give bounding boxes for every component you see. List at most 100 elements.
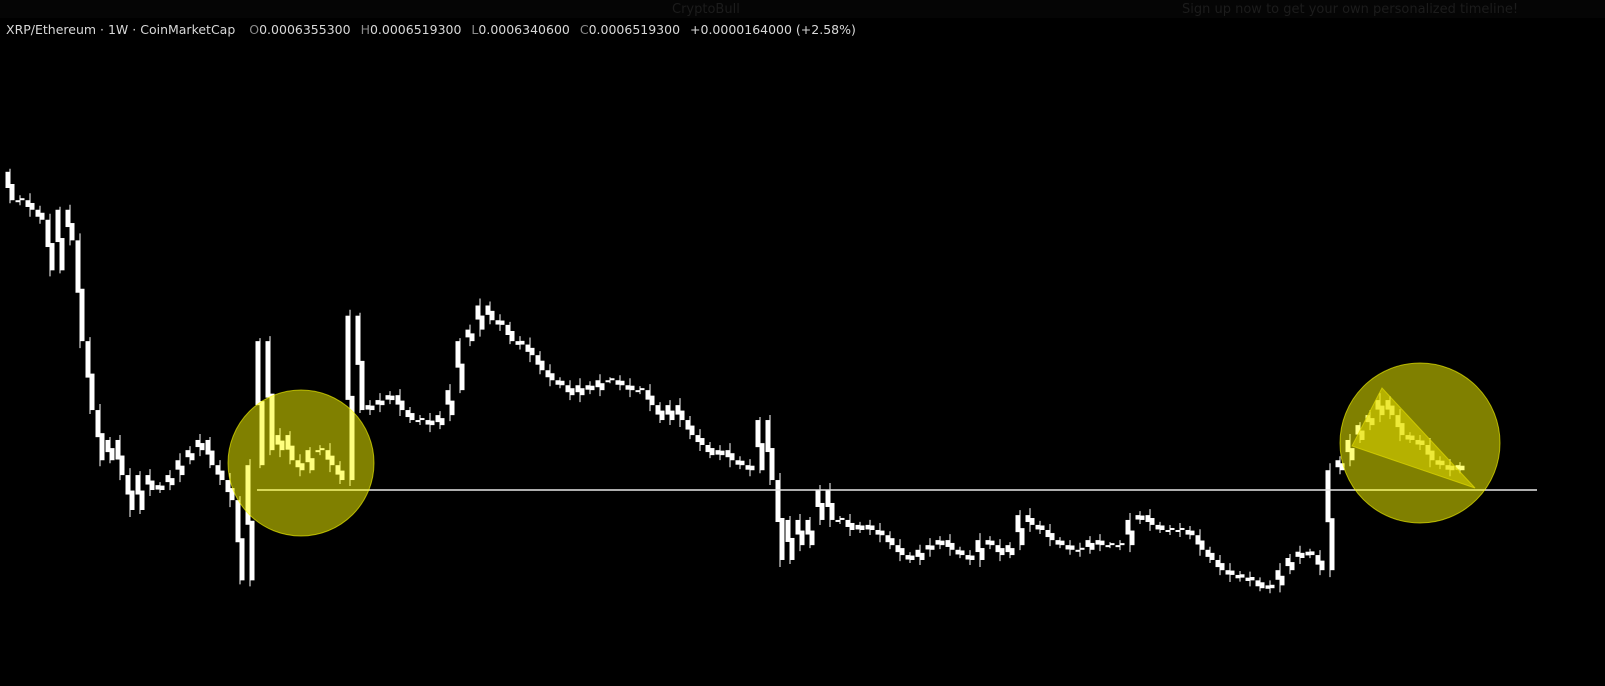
candle-body — [790, 537, 795, 560]
candle-body — [430, 420, 435, 426]
symbol-title[interactable]: XRP/Ethereum · 1W · CoinMarketCap — [6, 22, 236, 37]
candle-body — [995, 545, 1000, 553]
candle-body — [1060, 540, 1065, 546]
candle-body — [1200, 540, 1205, 550]
candle-body — [370, 405, 375, 411]
candle-body — [925, 545, 930, 550]
candle-body — [1140, 515, 1145, 520]
candle-body — [415, 420, 420, 423]
candle-body — [405, 410, 410, 418]
candle-body — [105, 439, 110, 453]
candle-body — [40, 212, 45, 220]
candle-body — [1160, 525, 1165, 530]
candle-body — [365, 405, 370, 410]
candle-body — [130, 490, 135, 510]
candle-body — [655, 405, 660, 415]
open-value: 0.0006355300 — [259, 22, 351, 37]
candle-body — [570, 388, 575, 396]
candle-body — [1090, 542, 1095, 550]
candle-body — [625, 385, 630, 390]
candle-body — [540, 360, 545, 371]
candle-body — [600, 383, 605, 391]
candle-body — [545, 370, 550, 378]
candle-body — [120, 455, 125, 476]
low-value: 0.0006340600 — [478, 22, 570, 37]
candle-body — [15, 200, 20, 203]
candle-body — [515, 341, 520, 345]
candle-body — [5, 171, 10, 189]
candle-body — [1040, 525, 1045, 530]
candle-body — [535, 355, 540, 365]
candle-body — [855, 524, 860, 530]
highlight-circle-left — [227, 389, 375, 537]
candle-body — [595, 380, 600, 388]
candle-body — [180, 465, 185, 476]
open-key: O — [249, 22, 260, 37]
candle-body — [670, 410, 675, 421]
candle-body — [445, 390, 450, 405]
candle-body — [770, 448, 775, 481]
candle-body — [1110, 543, 1115, 546]
candle-body — [1130, 530, 1135, 546]
candle-body — [155, 485, 160, 490]
candle-body — [205, 439, 210, 455]
candle-body — [1080, 547, 1085, 550]
candles-group — [5, 168, 1465, 594]
candle-body — [1135, 515, 1140, 520]
candle-body — [865, 524, 870, 530]
candle-body — [825, 490, 830, 507]
candle-body — [1155, 524, 1160, 530]
candle-body — [920, 552, 925, 560]
candle-body — [215, 465, 220, 475]
candle-body — [485, 305, 490, 315]
candle-body — [375, 400, 380, 405]
candle-body — [565, 385, 570, 393]
candle-body — [935, 540, 940, 545]
author-name[interactable]: CryptoBull — [672, 2, 740, 17]
candle-body — [525, 344, 530, 352]
candle-body — [1120, 543, 1125, 546]
candle-body — [1285, 558, 1290, 567]
candle-body — [115, 439, 120, 460]
candle-body — [780, 518, 785, 560]
candle-body — [965, 555, 970, 560]
chart-legend: XRP/Ethereum · 1W · CoinMarketCap O0.000… — [6, 22, 862, 37]
candle-body — [1035, 524, 1040, 530]
candle-body — [1065, 545, 1070, 550]
candle-body — [750, 465, 755, 471]
candle-body — [645, 390, 650, 400]
candle-body — [760, 443, 765, 471]
candle-body — [465, 329, 470, 338]
candle-body — [25, 200, 30, 207]
candle-body — [1070, 545, 1075, 550]
candle-body — [1105, 545, 1110, 548]
candle-body — [730, 453, 735, 461]
candle-body — [530, 347, 535, 356]
candle-body — [440, 418, 445, 426]
candle-body — [1145, 515, 1150, 523]
candle-body — [345, 315, 350, 400]
candle-body — [50, 243, 55, 271]
candle-body — [695, 435, 700, 443]
candle-body — [745, 465, 750, 470]
candle-body — [620, 380, 625, 386]
candle-body — [860, 525, 865, 530]
candle-body — [870, 525, 875, 530]
candle-body — [560, 380, 565, 386]
candle-body — [360, 360, 365, 411]
candle-body — [1265, 585, 1270, 589]
candle-body — [455, 341, 460, 368]
candle-body — [890, 538, 895, 546]
candle-body — [985, 540, 990, 545]
signup-prompt[interactable]: Sign up now to get your own personalized… — [1182, 2, 1519, 17]
candle-body — [845, 519, 850, 527]
candle-body — [550, 373, 555, 381]
change-value: +0.0000164000 (+2.58%) — [690, 22, 856, 37]
candle-body — [1215, 559, 1220, 568]
candle-body — [1020, 528, 1025, 546]
candle-body — [230, 488, 235, 501]
candle-body — [75, 240, 80, 293]
candle-body — [380, 400, 385, 406]
candle-body — [915, 549, 920, 557]
